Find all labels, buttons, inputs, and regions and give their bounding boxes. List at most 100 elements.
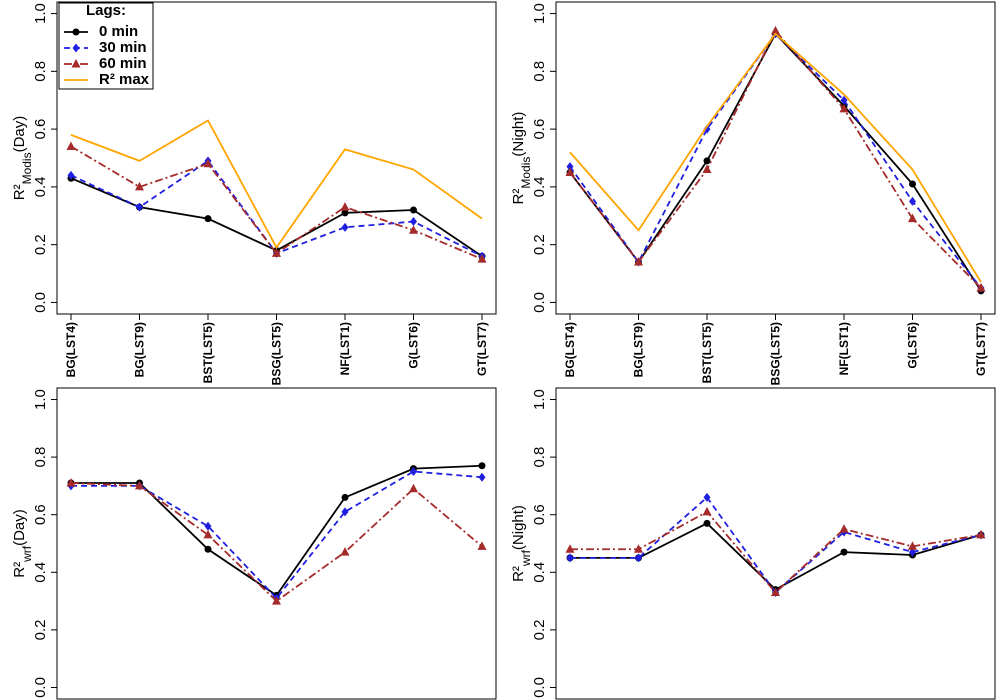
point [340,202,350,211]
point [703,124,711,134]
point [840,95,848,105]
point [703,157,711,165]
y-tick-label: 0.0 [531,292,548,313]
series-line [569,29,982,289]
point [477,254,487,263]
point [272,248,281,257]
point [272,596,281,605]
y-axis-title-part: (Day) [11,509,28,546]
series-line [70,119,483,250]
point [702,506,712,516]
point [204,215,212,223]
point [72,28,80,36]
point [703,519,711,527]
series-line [70,177,483,257]
x-tick-label: BG(LST4) [563,322,577,377]
y-axis-title-part: R² [510,189,527,205]
point [702,164,712,174]
point [634,544,643,553]
y-axis-title-part: wrf [519,549,533,567]
x-tick-label: BG(LST9) [632,322,646,377]
y-tick-label: 0.2 [531,234,548,255]
point [634,257,643,266]
y-axis-title: R²wrf(Night) [510,505,533,582]
x-tick-label: BSG(LST5) [769,322,783,385]
point [136,202,143,212]
legend-label: 60 min [99,55,147,72]
x-tick-label: GT(LST7) [974,322,988,376]
plot-frame [555,1,996,315]
point [565,544,575,553]
point [839,103,849,113]
x-tick-label: G(LST6) [906,322,920,369]
series-line [570,522,982,591]
y-axis-title-part: R² [510,566,527,582]
point [909,196,916,206]
y-tick-label: 0.6 [531,504,548,525]
legend-title: Lags: [86,2,126,19]
point [566,162,574,172]
point [341,209,349,217]
point [410,217,417,227]
point [566,553,574,563]
y-tick-label: 0.4 [531,176,548,197]
y-tick-label: 0.8 [531,447,548,468]
y-axis-title-part: wrf [20,545,34,563]
y-tick-label: 0.4 [32,176,49,197]
point [66,141,76,150]
point [66,478,76,487]
y-tick-label: 0.8 [32,61,49,82]
point [203,158,213,168]
point [908,213,917,223]
y-tick-label: 1.0 [32,389,49,410]
point [67,170,75,180]
y-tick-label: 1.0 [531,3,548,24]
y-tick-label: 0.8 [531,61,548,82]
point [410,467,417,477]
y-tick-label: 0.0 [531,677,548,698]
series-line [70,145,483,260]
point [135,181,144,191]
y-axis-title-part: (Day) [11,116,28,153]
point [976,283,986,292]
legend-label: 30 min [99,39,147,56]
y-tick-label: 0.0 [32,677,49,698]
y-axis-title-part: Modis [20,152,34,184]
y-tick-label: 0.2 [531,619,548,640]
y-tick-label: 0.4 [32,562,49,583]
series-line [71,470,483,600]
point [477,541,487,550]
point [72,43,80,53]
point [341,493,349,501]
y-axis-title-part: Modis [519,157,533,189]
legend-label: 0 min [99,23,138,40]
plot-frame [56,387,497,700]
x-tick-label: G(LST6) [407,322,421,369]
plot-frame [555,387,996,700]
point [565,167,575,176]
x-tick-label: NF(LST1) [338,322,352,375]
y-tick-label: 0.2 [32,234,49,255]
series-line [569,32,982,283]
series-line [70,482,483,603]
y-tick-label: 0.2 [32,619,49,640]
point [976,529,986,539]
point [341,222,349,232]
point [203,529,213,539]
point [771,587,780,596]
legend-frame [58,2,154,90]
point [703,492,711,502]
point [771,25,780,35]
x-tick-label: GT(LST7) [475,322,489,376]
y-tick-label: 0.8 [32,447,49,468]
point [340,547,350,556]
y-tick-label: 0.6 [32,119,49,140]
y-axis-title-part: (Night) [510,112,527,157]
y-axis-title: R²Modis(Day) [11,116,34,201]
point [635,553,642,563]
point [204,521,212,531]
point [409,483,418,493]
point [478,462,486,470]
